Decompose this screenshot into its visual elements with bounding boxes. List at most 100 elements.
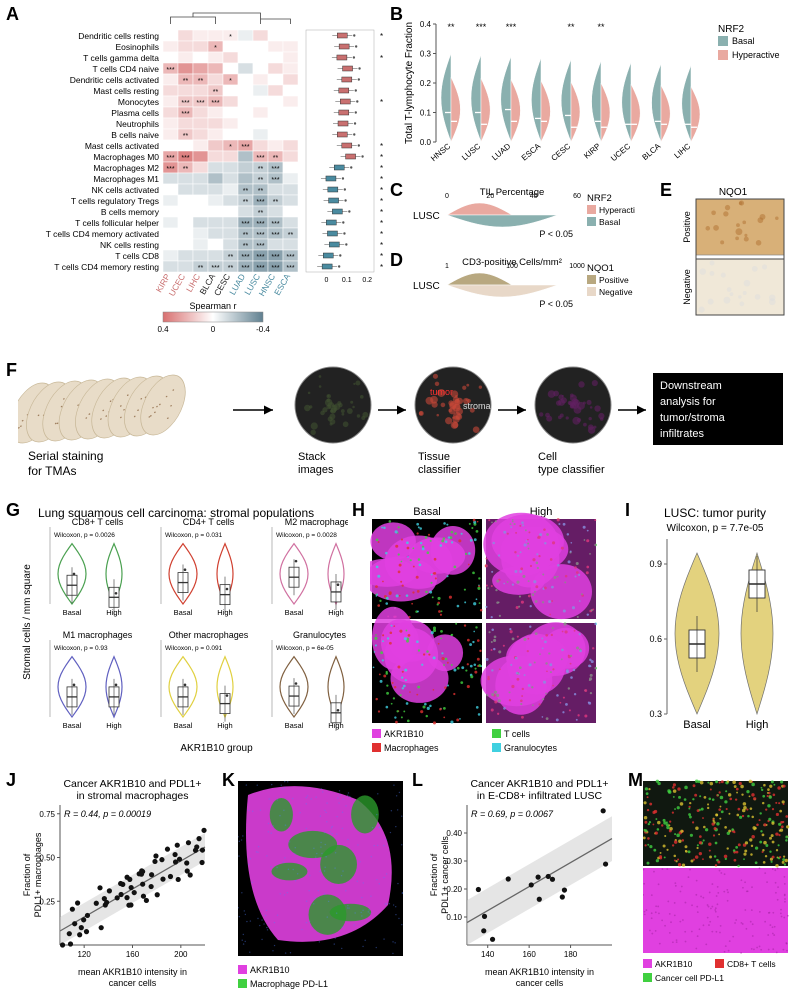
heatmap-cell <box>163 85 178 96</box>
heatmap-cell <box>223 96 238 107</box>
sig-star: ** <box>567 22 575 32</box>
subplot-title: CD4+ T cells <box>183 517 235 527</box>
heatmap-cell <box>283 74 298 85</box>
heatmap-cell <box>238 63 253 74</box>
scatter-point <box>506 876 511 881</box>
legend-label: Positive <box>599 275 629 285</box>
heatmap-cell <box>178 195 193 206</box>
heatmap-sig: *** <box>256 221 264 228</box>
xtick: 60 <box>573 193 581 200</box>
legend-label: CD8+ T cells <box>727 959 776 969</box>
H-header: Basal <box>413 506 441 518</box>
heatmap-cell <box>223 173 238 184</box>
heatmap-sig: *** <box>181 155 189 162</box>
panel-label-C: C <box>390 180 403 201</box>
heatmap-sig: *** <box>241 144 249 151</box>
wilcoxon: Wilcoxon, p = 0.0028 <box>276 532 337 539</box>
scatter-point <box>172 852 177 857</box>
heatmap-cell <box>283 118 298 129</box>
ytick: 0.3 <box>649 709 662 719</box>
legend-label: Negative <box>599 287 633 297</box>
heatmap-cell <box>193 85 208 96</box>
violin-half <box>682 65 691 142</box>
xtick: 140 <box>481 950 495 959</box>
row-box <box>342 77 352 82</box>
row-sig: *** <box>380 153 383 162</box>
violin-half <box>571 82 580 142</box>
step-label: for TMAs <box>28 464 76 478</box>
histology-tile <box>696 259 784 315</box>
tissue-label: tumor <box>430 387 453 397</box>
heatmap-cell <box>208 162 223 173</box>
heatmap-row-label: Mast cells resting <box>93 86 159 96</box>
heatmap-cell <box>163 140 178 151</box>
heatmap-sig: * <box>229 144 232 151</box>
violin-half <box>652 64 661 142</box>
row-label: LUSC <box>413 211 440 222</box>
heatmap-cell <box>208 206 223 217</box>
scatter-point <box>104 900 109 905</box>
row-sig: *** <box>380 54 383 63</box>
legend-swatch <box>587 217 596 226</box>
y-axis-label: Total T-lymphocyte Fraction <box>404 22 415 144</box>
heatmap-cell <box>253 74 268 85</box>
heatmap-sig: ** <box>243 243 249 250</box>
heatmap-row-label: T cells gamma delta <box>83 53 159 63</box>
heatmap-cell <box>223 206 238 217</box>
heatmap-cell <box>223 151 238 162</box>
heatmap-cell <box>253 41 268 52</box>
heatmap-cell <box>178 85 193 96</box>
scatter-point <box>537 897 542 902</box>
xtick: 0 <box>445 193 449 200</box>
heatmap-cell <box>208 250 223 261</box>
heatmap-cell <box>238 52 253 63</box>
heatmap-sig: *** <box>241 265 249 272</box>
panel-L: Cancer AKR1B10 and PDL1+in E-CD8+ infilt… <box>425 775 625 1000</box>
heatmap-sig: *** <box>241 254 249 261</box>
sig-star: ** <box>597 22 605 32</box>
x-cat: LUSC <box>460 141 482 162</box>
heatmap-cell <box>178 118 193 129</box>
xtick: 120 <box>77 950 91 959</box>
panel-J: Cancer AKR1B10 and PDL1+in stromal macro… <box>18 775 218 1000</box>
heatmap-cell <box>283 30 298 41</box>
heatmap-sig: *** <box>211 265 219 272</box>
heatmap-cell <box>268 184 283 195</box>
heatmap-cell <box>193 206 208 217</box>
scatter-point <box>99 925 104 930</box>
heatmap-sig: *** <box>181 111 189 118</box>
heatmap-row-label: T cells CD4 memory resting <box>54 262 159 272</box>
heatmap-row-label: Dendritic cells resting <box>78 31 159 41</box>
downstream-text: infiltrates <box>660 428 705 440</box>
scatter-point <box>603 861 608 866</box>
subplot-title: CD8+ T cells <box>72 517 124 527</box>
scatter-point <box>153 853 158 858</box>
scatter-point <box>144 898 149 903</box>
heatmap-cell <box>253 52 268 63</box>
row-box <box>332 209 342 214</box>
heatmap-cell <box>283 41 298 52</box>
legend-tick: 0.4 <box>157 325 169 334</box>
row-box <box>322 264 332 269</box>
heatmap-cell <box>193 30 208 41</box>
row-box <box>339 110 349 115</box>
heatmap-sig: *** <box>166 155 174 162</box>
heatmap-cell <box>193 195 208 206</box>
heatmap-row-label: T cells CD4 naive <box>93 64 160 74</box>
heatmap-cell <box>268 107 283 118</box>
heatmap-sig: ** <box>243 199 249 206</box>
xlevel: Basal <box>174 721 193 730</box>
scatter-point <box>84 929 89 934</box>
row-box <box>327 231 337 236</box>
heatmap-row-label: B cells naive <box>111 130 159 140</box>
heatmap-cell <box>193 41 208 52</box>
heatmap-sig: ** <box>228 254 234 261</box>
heatmap-sig: ** <box>273 155 279 162</box>
xlevel: High <box>217 608 232 617</box>
scatter-point <box>97 885 102 890</box>
xtick: 1 <box>445 263 449 270</box>
scatter-point <box>560 894 565 899</box>
heatmap-sig: *** <box>256 254 264 261</box>
heatmap-cell <box>238 96 253 107</box>
heatmap-cell <box>178 63 193 74</box>
